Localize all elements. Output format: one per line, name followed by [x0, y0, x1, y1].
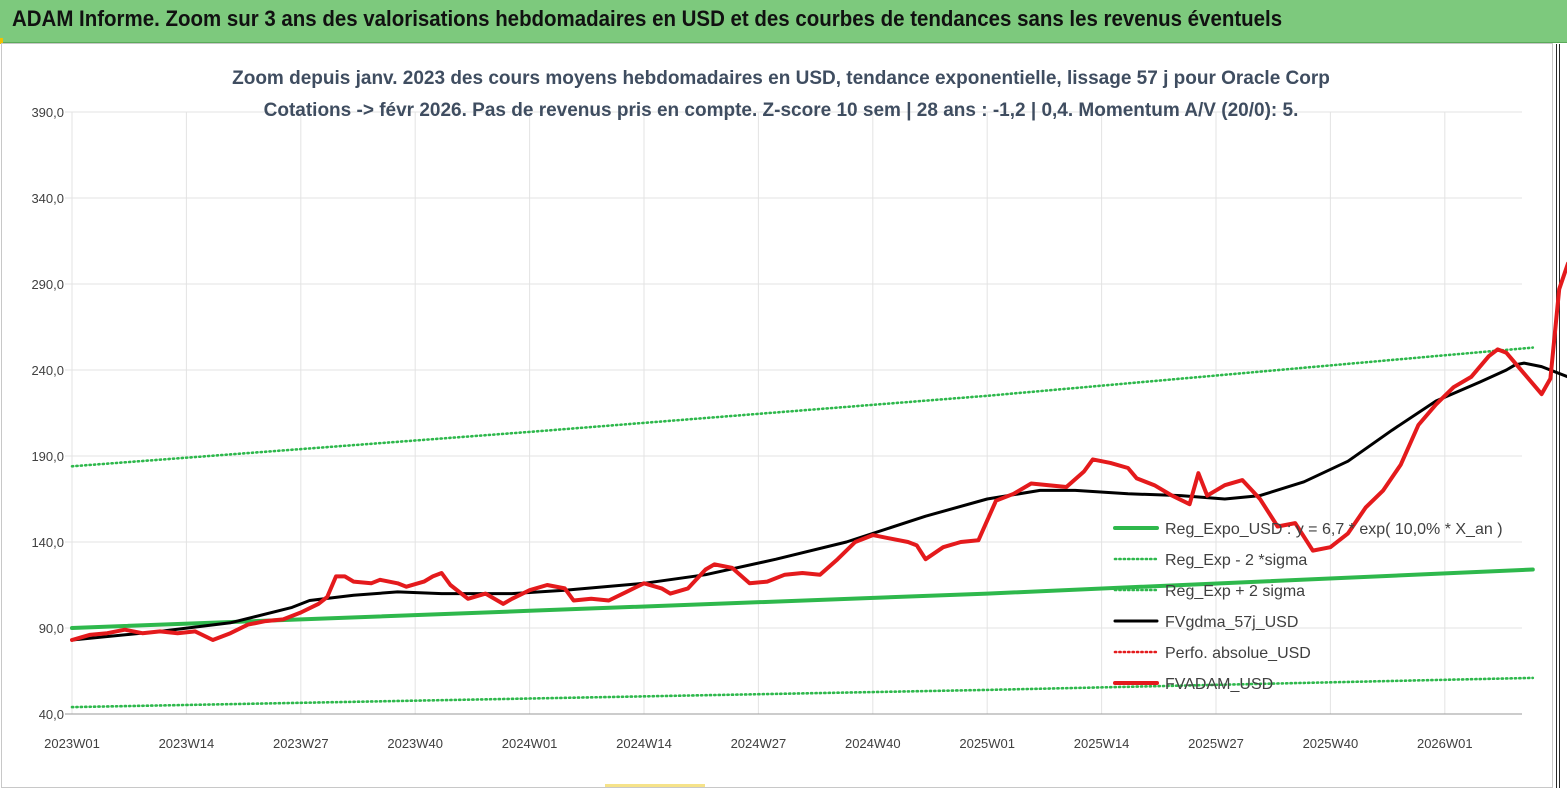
chart-subtitle: Cotations -> févr 2026. Pas de revenus p… [264, 100, 1299, 121]
banner-accent [0, 38, 3, 44]
x-tick-label: 2025W40 [1303, 736, 1359, 751]
x-tick-label: 2026W01 [1417, 736, 1473, 751]
y-tick-label: 390,0 [31, 105, 64, 120]
x-tick-label: 2023W01 [44, 736, 100, 751]
series-line [70, 261, 1567, 642]
gridlines [65, 111, 1522, 714]
title-banner: ADAM Informe. Zoom sur 3 ans des valoris… [0, 0, 1567, 44]
y-tick-label: 90,0 [39, 621, 64, 636]
x-tick-label: 2023W27 [273, 736, 329, 751]
series-line [70, 676, 1535, 709]
legend-label: FVADAM_USD [1165, 676, 1273, 693]
series-line [70, 361, 1567, 642]
x-tick-label: 2024W01 [502, 736, 558, 751]
tick-labels: 390,0 340,0 290,0 240,0 190,0 140,0 90,0 40,0 20… [31, 105, 1472, 751]
legend-label: Reg_Exp - 2 *sigma [1165, 552, 1307, 569]
x-tick-label: 2025W27 [1188, 736, 1244, 751]
series-line [70, 346, 1535, 468]
y-tick-label: 40,0 [39, 707, 64, 722]
right-edge-marker [1556, 44, 1560, 788]
y-tick-label: 190,0 [31, 449, 64, 464]
chart-title: Zoom depuis janv. 2023 des cours moyens … [232, 68, 1330, 89]
y-tick-label: 290,0 [31, 277, 64, 292]
chart-frame [1, 43, 1553, 788]
x-tick-label: 2025W14 [1074, 736, 1130, 751]
x-tick-label: 2024W14 [616, 736, 672, 751]
report-title: ADAM Informe. Zoom sur 3 ans des valoris… [12, 6, 1283, 31]
legend-label: FVgdma_57j_USD [1165, 614, 1298, 631]
legend-label: Reg_Expo_USD : y = 6,7 * exp( 10,0% * X_… [1165, 521, 1503, 538]
legend-label: Reg_Exp + 2 sigma [1165, 583, 1305, 600]
x-tick-label: 2024W40 [845, 736, 901, 751]
series-group [70, 261, 1567, 709]
x-tick-label: 2023W14 [159, 736, 215, 751]
x-tick-label: 2025W01 [959, 736, 1015, 751]
y-tick-label: 240,0 [31, 363, 64, 378]
legend: Reg_Expo_USD : y = 6,7 * exp( 10,0% * X_… [1113, 521, 1503, 693]
legend-label: Perfo. absolue_USD [1165, 645, 1311, 662]
y-tick-label: 140,0 [31, 535, 64, 550]
x-tick-label: 2024W27 [731, 736, 787, 751]
x-tick-label: 2023W40 [387, 736, 443, 751]
y-tick-label: 340,0 [31, 191, 64, 206]
bottom-edge-marker [605, 784, 705, 787]
series-line [70, 567, 1535, 630]
